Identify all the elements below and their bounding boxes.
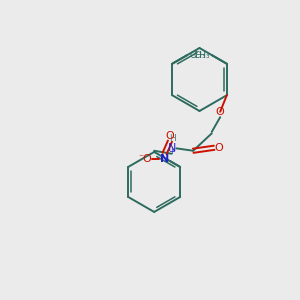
Text: H: H xyxy=(169,134,175,143)
Text: CH₃: CH₃ xyxy=(189,50,206,59)
Text: O: O xyxy=(143,154,152,164)
Text: ⁻: ⁻ xyxy=(138,153,143,163)
Text: O: O xyxy=(216,107,225,117)
Text: +: + xyxy=(168,148,175,157)
Text: O: O xyxy=(166,131,174,141)
Text: CH₃: CH₃ xyxy=(193,50,210,59)
Text: N: N xyxy=(167,143,176,153)
Text: O: O xyxy=(214,143,224,153)
Text: N: N xyxy=(160,154,169,164)
